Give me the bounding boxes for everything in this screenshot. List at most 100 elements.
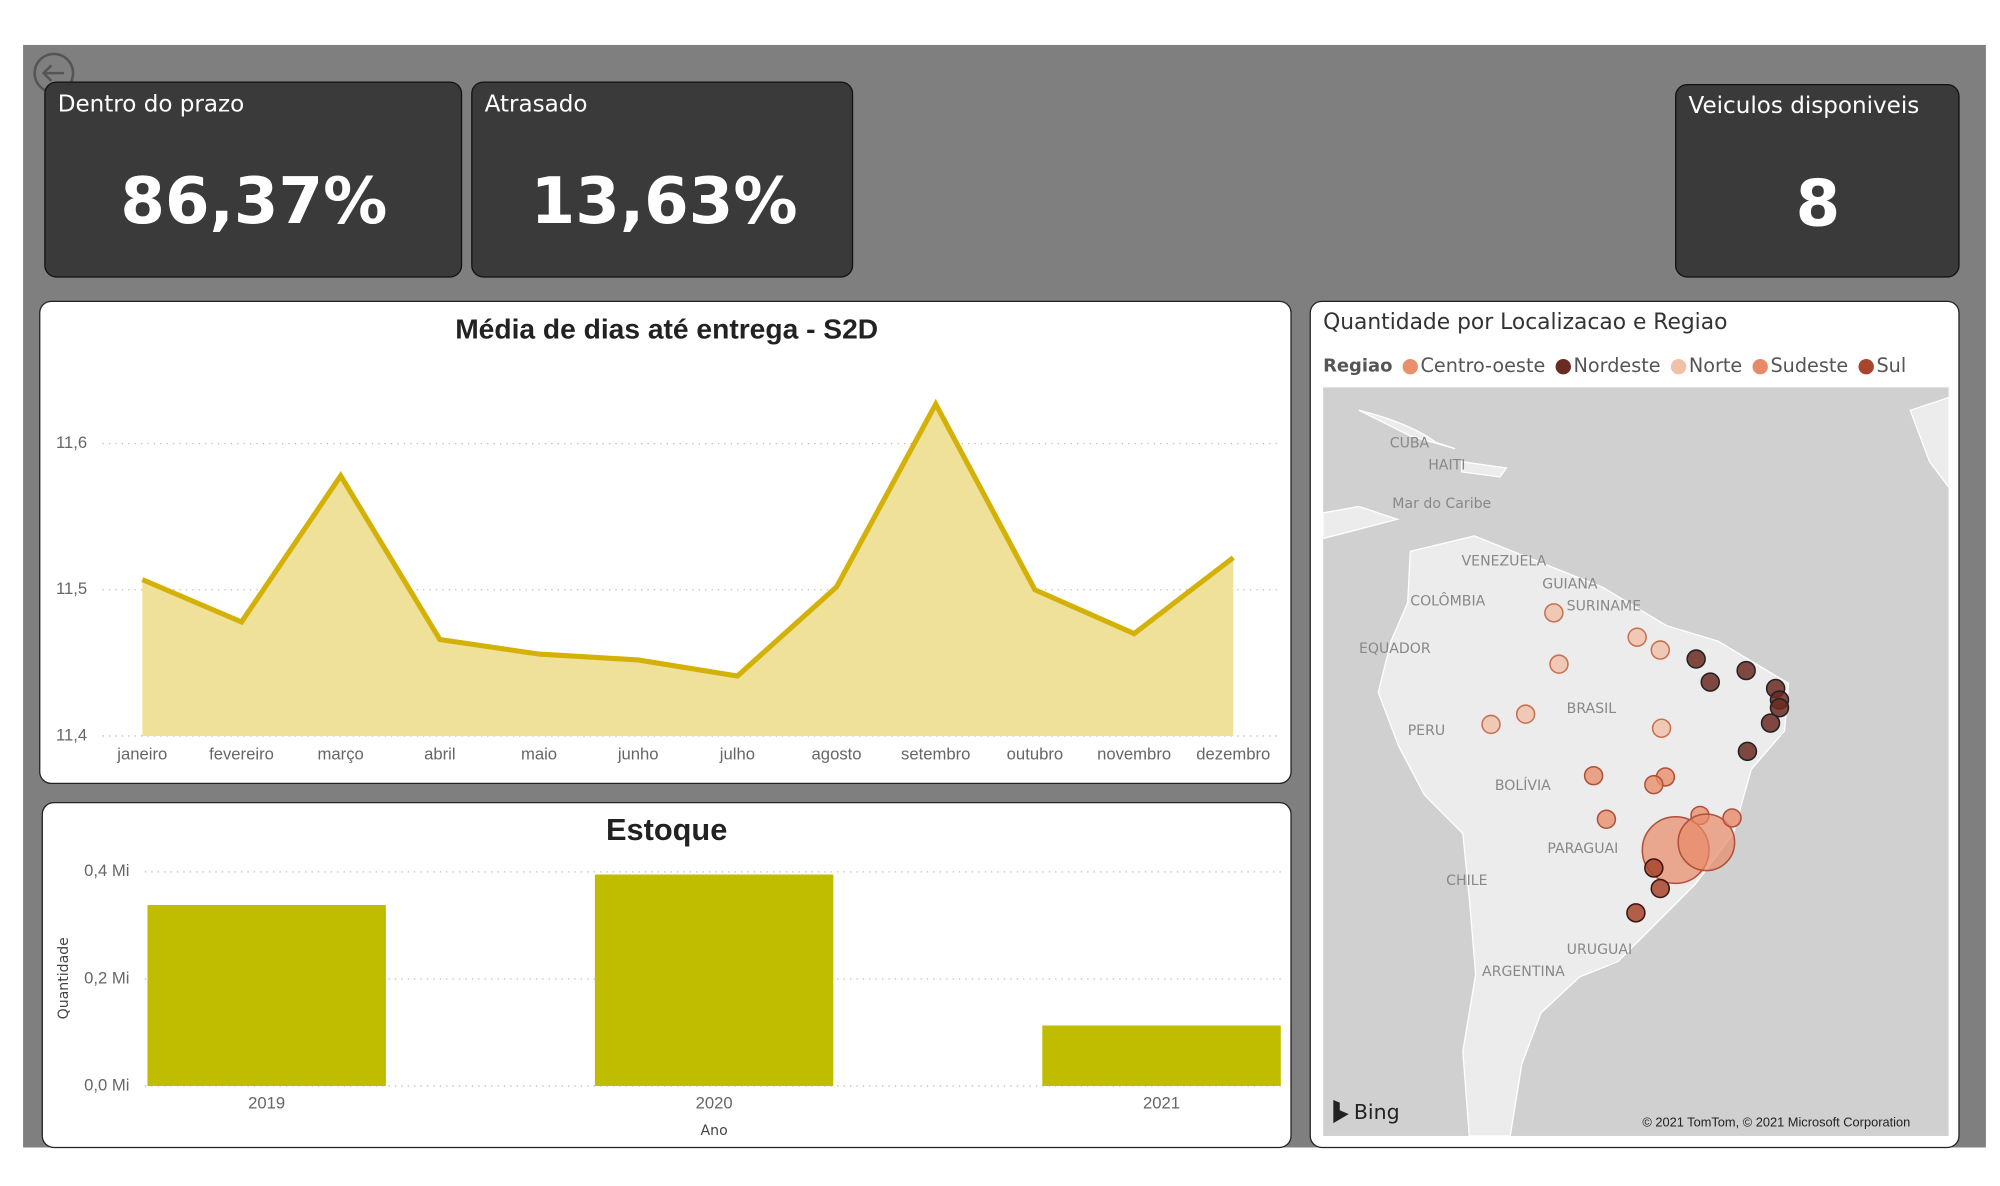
x-tick-label: 2019 <box>248 1093 285 1112</box>
place-label: SURINAME <box>1567 598 1641 614</box>
legend-marker <box>1752 359 1768 375</box>
map-bubble[interactable] <box>1700 672 1721 692</box>
x-tick-label: dezembro <box>1196 745 1270 764</box>
y-tick-label: 0,4 Mi <box>84 861 129 880</box>
place-label: EQUADOR <box>1359 641 1431 657</box>
card-title: Dentro do prazo <box>58 92 245 118</box>
bar <box>1042 1025 1281 1086</box>
legend-label: Sudeste <box>1770 354 1848 377</box>
x-tick-label: novembro <box>1097 745 1171 764</box>
x-tick-label: fevereiro <box>209 745 274 764</box>
map-title: Quantidade por Localizacao e Regiao <box>1323 310 1727 335</box>
x-tick-label: setembro <box>901 745 970 764</box>
legend-marker <box>1555 359 1571 375</box>
bing-logo <box>1333 1100 1349 1124</box>
bar <box>594 874 834 1086</box>
area <box>142 404 1234 736</box>
place-label: URUGUAI <box>1567 942 1632 958</box>
legend-marker <box>1402 359 1418 375</box>
map-bubble[interactable] <box>1677 813 1736 872</box>
place-label: PARAGUAI <box>1547 841 1618 857</box>
x-tick-label: 2021 <box>1143 1093 1180 1112</box>
legend-title: Regiao <box>1323 356 1392 377</box>
map-bubble[interactable] <box>1769 698 1790 718</box>
map-attribution: © 2021 TomTom, © 2021 Microsoft Corporat… <box>1642 1115 1910 1130</box>
card <box>1675 84 1960 278</box>
legend: Centro-oeste Nordeste Norte Sudeste Sul <box>1402 354 1906 377</box>
bar-chart: 0,0 Mi 0,2 Mi 0,4 Mi 2019 2020 2021 <box>84 861 1283 1112</box>
map-bubble[interactable] <box>1644 858 1664 878</box>
map-bubble[interactable] <box>1549 654 1569 674</box>
map-bubble[interactable] <box>1644 774 1664 795</box>
map-bubble[interactable] <box>1650 640 1671 660</box>
place-label: COLÔMBIA <box>1410 591 1485 609</box>
x-tick-label: junho <box>617 745 659 764</box>
x-axis-title: Ano <box>701 1123 728 1139</box>
place-label: Mar do Caribe <box>1392 496 1491 512</box>
place-label: BOLÍVIA <box>1495 776 1551 794</box>
y-tick-label: 11,5 <box>56 579 87 598</box>
map-bubble[interactable] <box>1651 718 1672 739</box>
card <box>471 81 854 278</box>
card-title: Veiculos disponiveis <box>1688 93 1919 119</box>
line-chart: 11,4 11,5 11,6 janeiro fevereiro março abril ma… <box>56 398 1283 764</box>
legend-label: Nordeste <box>1574 354 1661 377</box>
land <box>1323 396 1949 540</box>
place-label: CHILE <box>1446 873 1487 889</box>
place-label: VENEZUELA <box>1462 554 1547 570</box>
map-bubble[interactable] <box>1737 741 1758 762</box>
chart-title: Média de dias até entrega - S2D <box>455 312 878 344</box>
card-value: 86,37% <box>120 165 387 239</box>
land <box>1377 535 1790 1136</box>
y-tick-label: 0,0 Mi <box>84 1075 129 1094</box>
y-tick-label: 0,2 Mi <box>84 968 129 987</box>
map-bubble[interactable] <box>1596 809 1617 830</box>
map-bubble[interactable] <box>1481 714 1501 735</box>
bubbles <box>1481 603 1790 923</box>
x-tick-label: janeiro <box>116 745 167 764</box>
place-label: PERU <box>1408 723 1446 739</box>
place-label: CUBA <box>1390 436 1430 452</box>
x-tick-label: abril <box>424 745 455 764</box>
x-tick-label: 2020 <box>696 1093 733 1112</box>
place-label: GUIANA <box>1542 577 1598 593</box>
x-tick-label: março <box>318 745 364 764</box>
legend-marker <box>1670 359 1687 375</box>
x-tick-label: agosto <box>812 745 862 764</box>
y-tick-label: 11,4 <box>56 725 87 744</box>
map-bubble[interactable] <box>1760 713 1781 733</box>
map-bubble[interactable] <box>1544 603 1564 623</box>
map-bubble[interactable] <box>1650 878 1671 899</box>
back-arrow <box>41 64 65 82</box>
map-bubble[interactable] <box>1626 903 1646 923</box>
y-axis-title: Quantidade <box>56 937 72 1019</box>
x-tick-label: outubro <box>1007 745 1063 764</box>
line <box>141 398 1235 679</box>
card-value: 8 <box>1796 167 1841 241</box>
legend-label: Centro-oeste <box>1421 354 1546 377</box>
card-value: 13,63% <box>531 165 798 239</box>
y-tick-label: 11,6 <box>56 433 87 452</box>
legend-label: Sul <box>1876 354 1906 377</box>
card-title: Atrasado <box>485 92 588 118</box>
map-provider: Bing <box>1354 1100 1400 1124</box>
card <box>44 81 463 278</box>
legend-marker <box>1858 359 1874 375</box>
map-bubble[interactable] <box>1627 627 1647 647</box>
place-label: ARGENTINA <box>1482 964 1565 980</box>
map-bubble[interactable] <box>1722 808 1742 828</box>
map: Mar do Caribe CUBA HAITI VENEZUELA COLÔM… <box>1323 387 1949 1136</box>
map-bubble[interactable] <box>1583 765 1604 786</box>
place-label: HAITI <box>1428 457 1465 473</box>
bar <box>147 905 386 1086</box>
map-bubble[interactable] <box>1515 704 1536 724</box>
x-tick-label: maio <box>521 745 557 764</box>
legend-label: Norte <box>1689 354 1742 377</box>
map-bubble[interactable] <box>1686 649 1706 669</box>
place-label: BRASIL <box>1567 701 1617 717</box>
chart-title: Estoque <box>606 812 727 847</box>
map-bubble[interactable] <box>1736 660 1756 681</box>
x-tick-label: julho <box>719 745 755 764</box>
